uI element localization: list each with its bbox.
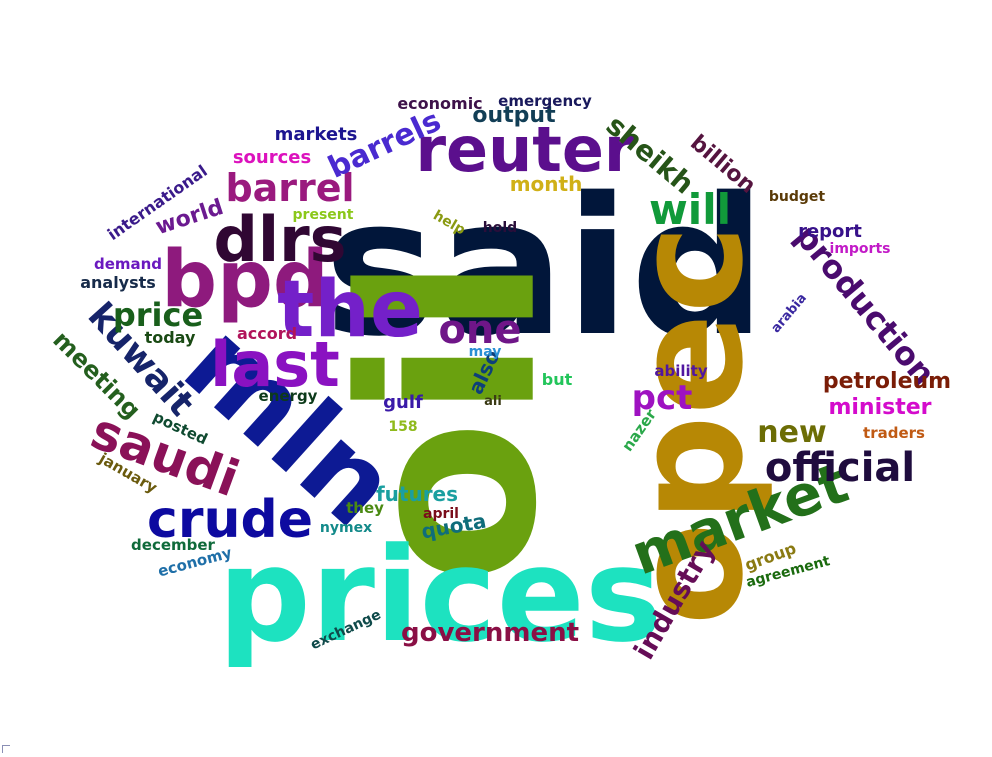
- word-official: official: [764, 445, 916, 491]
- word-bpd: bpd: [161, 235, 329, 325]
- word-nymex: nymex: [319, 520, 373, 536]
- word-emergency: emergency: [498, 91, 592, 110]
- word-present: present: [292, 207, 354, 223]
- corner-mark: [2, 745, 10, 753]
- word-traders: traders: [863, 423, 925, 442]
- word-accord: accord: [236, 324, 298, 343]
- word-markets: markets: [274, 124, 358, 145]
- word-report: report: [798, 221, 862, 242]
- word-barrel: barrel: [225, 166, 355, 210]
- word-economic: economic: [397, 94, 483, 113]
- word-december: december: [131, 535, 215, 554]
- word-gulf: gulf: [383, 392, 423, 413]
- word-crude: crude: [147, 490, 313, 550]
- word-sources: sources: [232, 147, 312, 168]
- word-energy: energy: [258, 386, 318, 405]
- word-reuter: reuter: [415, 113, 635, 186]
- word-they: they: [346, 498, 384, 517]
- word-may: may: [468, 344, 502, 360]
- word-petroleum: petroleum: [822, 369, 952, 394]
- word-dlrs: dlrs: [213, 203, 347, 276]
- word-month: month: [509, 172, 583, 196]
- word-will: will: [649, 185, 731, 234]
- word-ability: ability: [654, 361, 708, 380]
- word-budget: budget: [768, 189, 826, 205]
- word-one: one: [438, 307, 522, 353]
- word-but: but: [541, 370, 573, 389]
- word-price: price: [112, 296, 204, 334]
- word-output: output: [472, 103, 556, 128]
- word-demand: demand: [93, 254, 163, 273]
- word-last: last: [210, 328, 340, 401]
- word-minister: minister: [828, 395, 932, 420]
- word-prices: prices: [217, 519, 663, 671]
- word-analysts: analysts: [80, 273, 156, 292]
- word-pct: pct: [631, 378, 693, 418]
- word-imports: imports: [829, 241, 891, 257]
- word-april: april: [423, 506, 459, 522]
- word-hold: hold: [482, 220, 518, 236]
- word-ali: ali: [484, 393, 502, 409]
- word-today: today: [144, 328, 196, 347]
- word-new: new: [757, 415, 827, 450]
- word-158: 158: [388, 419, 418, 435]
- word-government: government: [400, 618, 580, 648]
- word-the: the: [277, 265, 423, 355]
- word-said: said: [323, 157, 767, 378]
- word-futures: futures: [375, 482, 459, 506]
